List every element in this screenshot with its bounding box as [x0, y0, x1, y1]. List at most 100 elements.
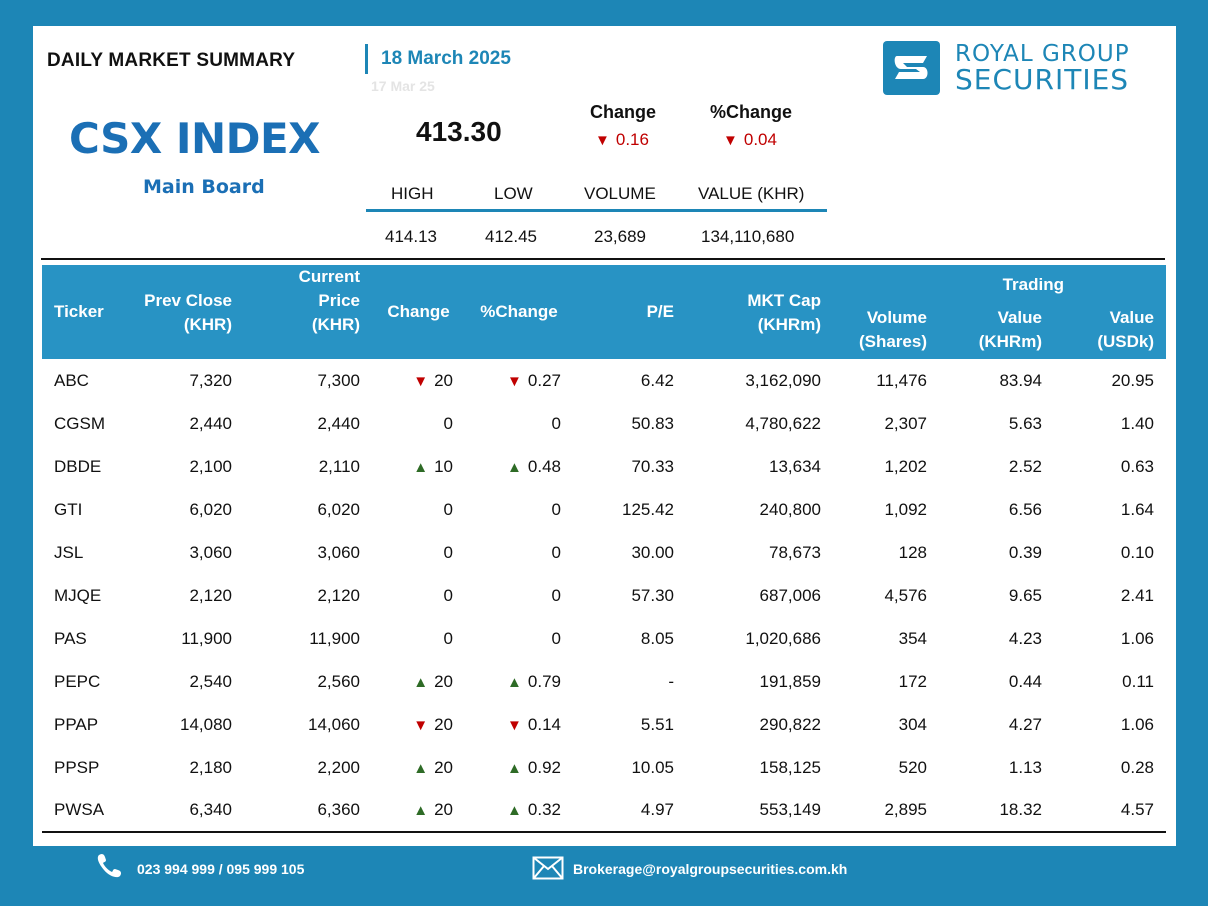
cell-pe: 50.83	[631, 413, 674, 433]
cell-pct-change: 0	[551, 499, 561, 519]
cell-pe: 4.97	[573, 789, 686, 833]
cell-value-usd: 0.10	[1120, 542, 1154, 562]
stat-value: 134,110,680	[701, 227, 795, 246]
cell-value-khr: 5.63	[1008, 413, 1042, 433]
up-arrow-icon: ▲	[507, 802, 522, 819]
cell-current-price: 7,300	[317, 370, 360, 390]
cell-pct-change: ▲ 0.48	[507, 456, 561, 476]
change-label: Change	[590, 102, 657, 122]
table-row: PPAP 14,080 14,060 ▼ 20 ▼ 0.14 5.51 290,822 304 4.…	[42, 703, 1166, 746]
stat-header-volume: VOLUME	[584, 184, 656, 203]
col-change: Change	[372, 265, 465, 359]
cell-mkt-cap: 290,822	[759, 714, 821, 734]
cell-ticker: JSL	[54, 542, 84, 562]
up-arrow-icon: ▲	[507, 759, 522, 777]
cell-change: 0	[443, 585, 453, 605]
down-arrow-icon: ▼	[723, 132, 738, 149]
cell-value-khr: 9.65	[1008, 585, 1042, 605]
summary-card: DAILY MARKET SUMMARY 18 March 2025 17 Ma…	[33, 26, 1176, 846]
cell-prev-close: 3,060	[189, 542, 232, 562]
cell-mkt-cap: 4,780,622	[745, 413, 821, 433]
cell-value-khr: 6.56	[1008, 499, 1042, 519]
stat-low: 412.45	[485, 227, 537, 246]
stat-volume: 23,689	[594, 227, 646, 246]
cell-volume: 1,092	[884, 499, 927, 519]
cell-ticker: DBDE	[54, 456, 102, 476]
cell-mkt-cap: 158,125	[759, 757, 821, 777]
mail-icon	[532, 856, 564, 880]
up-arrow-icon: ▲	[507, 458, 522, 476]
board-name: Main Board	[143, 176, 265, 198]
report-date: 18 March 2025	[381, 48, 511, 69]
col-prev-close: Prev Close (KHR)	[124, 265, 244, 359]
down-arrow-icon: ▼	[595, 132, 610, 149]
cell-pe: 30.00	[631, 542, 674, 562]
index-value: 413.30	[416, 116, 502, 147]
cell-change: ▲ 20	[413, 757, 453, 777]
up-arrow-icon: ▲	[413, 802, 429, 819]
cell-volume: 354	[898, 628, 927, 648]
cell-volume: 2,307	[884, 413, 927, 433]
table-row: GTI 6,020 6,020 0 0 125.42 240,800 1,092 6.56 1.6…	[42, 488, 1166, 531]
brand-name-line1: ROYAL GROUP	[955, 41, 1130, 67]
cell-prev-close: 2,180	[189, 757, 232, 777]
pct-change-label: %Change	[710, 102, 793, 122]
cell-change: 0	[443, 499, 453, 519]
cell-value-usd: 1.06	[1120, 628, 1154, 648]
cell-prev-close: 2,100	[189, 456, 232, 476]
brand-name-line2: SECURITIES	[955, 63, 1130, 96]
cell-value-khr: 18.32	[939, 789, 1054, 833]
cell-pct-change: ▼ 0.14	[507, 714, 561, 734]
up-arrow-icon: ▲	[413, 458, 429, 476]
up-arrow-icon: ▲	[507, 673, 522, 691]
cell-value-khr: 2.52	[1008, 456, 1042, 476]
stat-high: 414.13	[385, 227, 437, 246]
table-row: PWSA 6,340 6,360 ▲ 20 ▲ 0.32 4.97 553,149 2,895 18…	[42, 789, 1166, 833]
date-divider	[365, 44, 368, 74]
cell-pe: 125.42	[622, 499, 674, 519]
cell-value-khr: 4.23	[1008, 628, 1042, 648]
footer-email[interactable]: Brokerage@royalgroupsecurities.com.kh	[573, 861, 848, 877]
cell-value-usd: 1.40	[1120, 413, 1154, 433]
cell-value-khr: 0.44	[1008, 671, 1042, 691]
table-row: PEPC 2,540 2,560 ▲ 20 ▲ 0.79 - 191,859 172 0.44 0.1…	[42, 660, 1166, 703]
index-pct-change: ▼ 0.04	[723, 130, 777, 150]
page-title: DAILY MARKET SUMMARY	[47, 50, 296, 71]
cell-prev-close: 2,440	[189, 413, 232, 433]
cell-value-usd: 20.95	[1111, 370, 1154, 390]
cell-pct-change: 0	[551, 585, 561, 605]
cell-volume: 1,202	[884, 456, 927, 476]
cell-volume: 2,895	[833, 789, 939, 833]
cell-current-price: 2,440	[317, 413, 360, 433]
cell-current-price: 2,200	[317, 757, 360, 777]
down-arrow-icon: ▼	[507, 372, 522, 390]
cell-pe: 57.30	[631, 585, 674, 605]
cell-mkt-cap: 553,149	[686, 789, 833, 833]
phone-icon	[95, 852, 125, 878]
col-volume: Volume (Shares)	[833, 265, 939, 359]
cell-change: ▼ 20	[413, 714, 453, 734]
cell-current-price: 3,060	[317, 542, 360, 562]
cell-prev-close: 11,900	[181, 628, 232, 648]
stat-header-high: HIGH	[391, 184, 434, 203]
stat-underline	[366, 209, 827, 212]
footer-phone: 023 994 999 / 095 999 105	[137, 861, 305, 877]
cell-mkt-cap: 13,634	[769, 456, 821, 476]
cell-value-usd: 2.41	[1120, 585, 1154, 605]
table-row: JSL 3,060 3,060 0 0 30.00 78,673 128 0.39 0.10	[42, 531, 1166, 574]
cell-pct-change: 0	[551, 542, 561, 562]
cell-ticker: CGSM	[54, 413, 105, 433]
cell-volume: 4,576	[884, 585, 927, 605]
brand-logo-icon	[883, 41, 940, 95]
cell-volume: 128	[898, 542, 927, 562]
cell-change: ▼ 20	[413, 370, 453, 390]
up-arrow-icon: ▲	[413, 759, 429, 777]
cell-volume: 172	[898, 671, 927, 691]
cell-change: ▲ 20	[372, 789, 465, 833]
cell-prev-close: 2,540	[189, 671, 232, 691]
table-row: PAS 11,900 11,900 0 0 8.05 1,020,686 354 4.23 1.0…	[42, 617, 1166, 660]
cell-prev-close: 2,120	[189, 585, 232, 605]
cell-ticker: GTI	[54, 499, 83, 519]
cell-pe: 8.05	[640, 628, 674, 648]
cell-mkt-cap: 78,673	[769, 542, 821, 562]
